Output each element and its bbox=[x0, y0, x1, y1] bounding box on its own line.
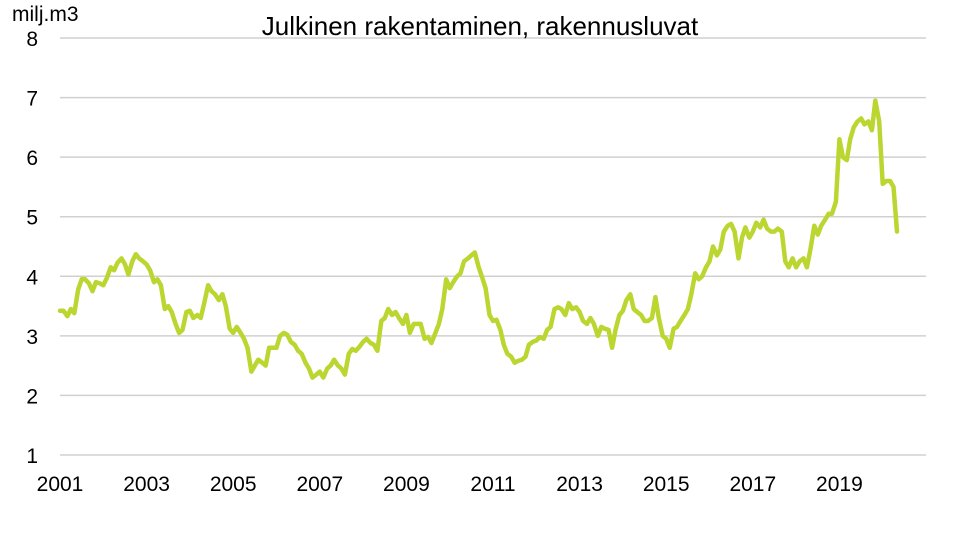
y-tick-label: 4 bbox=[26, 266, 38, 289]
x-tick-label: 2015 bbox=[643, 473, 690, 496]
x-tick-label: 2013 bbox=[556, 473, 603, 496]
y-tick-label: 3 bbox=[26, 326, 38, 349]
series-line-0 bbox=[57, 98, 900, 380]
y-tick-label: 2 bbox=[26, 385, 38, 408]
x-tick-label: 2005 bbox=[210, 473, 257, 496]
y-tick-label: 7 bbox=[26, 88, 38, 111]
x-axis-tick-labels: 2001 2003 2005 2007 2009 2011 2013 2015 2017 2019 bbox=[37, 473, 863, 496]
x-tick-label: 2009 bbox=[383, 473, 430, 496]
y-tick-label: 6 bbox=[26, 147, 38, 170]
y-tick-label: 5 bbox=[26, 207, 38, 230]
y-axis-unit-label: milj.m3 bbox=[12, 3, 79, 26]
x-tick-label: 2007 bbox=[296, 473, 343, 496]
y-tick-label: 8 bbox=[26, 28, 38, 51]
x-tick-label: 2001 bbox=[37, 473, 84, 496]
x-tick-label: 2019 bbox=[816, 473, 863, 496]
chart-title: Julkinen rakentaminen, rakennusluvat bbox=[262, 11, 699, 41]
x-tick-label: 2011 bbox=[470, 473, 515, 496]
y-tick-label: 1 bbox=[26, 445, 38, 468]
x-tick-label: 2017 bbox=[729, 473, 776, 496]
gridlines bbox=[60, 37, 926, 456]
x-tick-label: 2003 bbox=[123, 473, 170, 496]
y-axis-tick-labels: 1 2 3 4 5 6 7 8 bbox=[26, 28, 38, 468]
series-layer bbox=[57, 98, 900, 380]
